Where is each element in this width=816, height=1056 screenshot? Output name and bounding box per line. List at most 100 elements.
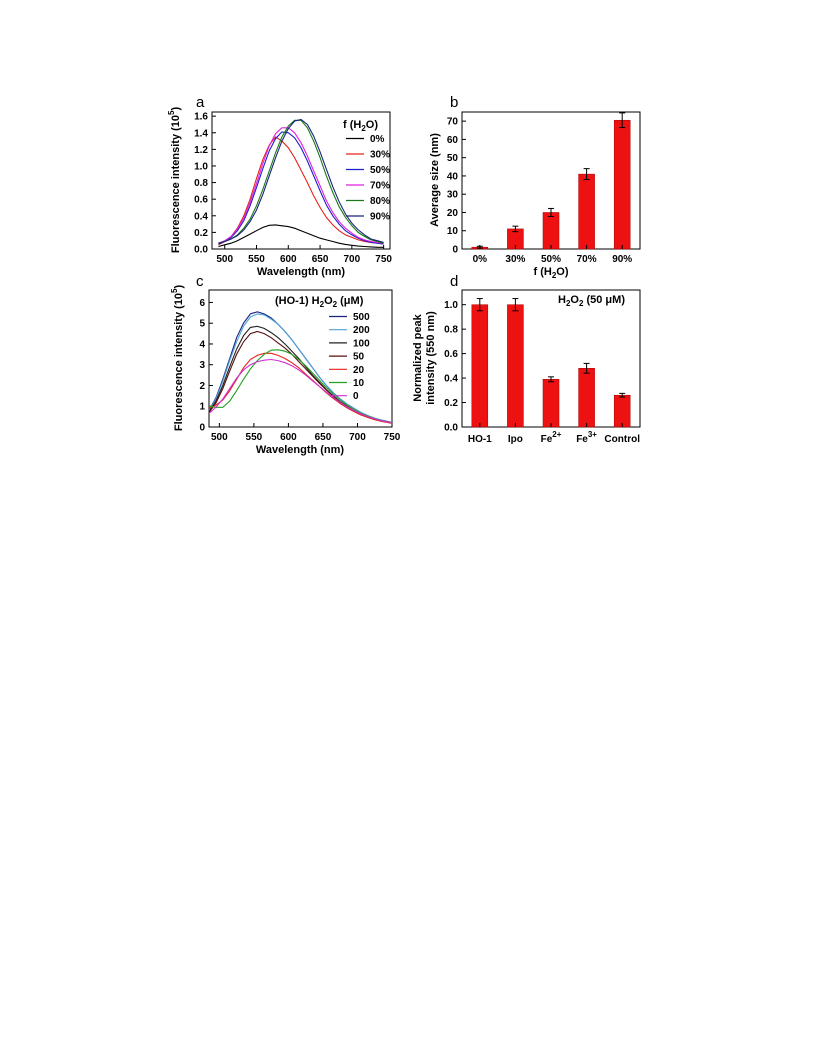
- panel-b: b 0 10 20 30 40 50 60 70 0% 30% 50% 70% 90% f (H2O)…: [429, 94, 641, 280]
- bar-d: [507, 304, 524, 428]
- x-tick-label-d: HO-1: [468, 434, 492, 445]
- x-tick-label-a: 550: [248, 254, 265, 265]
- x-tick-label-c: 600: [280, 432, 297, 443]
- y-tick-label-a: 0.2: [194, 228, 208, 239]
- x-axis-a: 500 550 600 650 700 750: [216, 245, 392, 265]
- x-tick-label-b: 90%: [612, 254, 632, 265]
- legend-label-c: 200: [353, 325, 370, 336]
- x-tick-label-d: Control: [604, 434, 640, 445]
- y-tick-label-b: 20: [447, 208, 459, 219]
- x-tick-label-c: 750: [384, 432, 401, 443]
- x-tick-label-a: 500: [216, 254, 233, 265]
- y-axis-c: 0 1 2 3 4 5 6: [199, 298, 213, 434]
- x-axis-c: 500 550 600 650 700 750: [211, 423, 401, 443]
- x-axis-label-c: Wavelength (nm): [256, 444, 345, 456]
- annotation-d: H2O2 (50 μM): [558, 294, 625, 308]
- x-tick-label-a: 750: [375, 254, 392, 265]
- legend-label-a: 30%: [370, 150, 390, 161]
- legend-label-c: 10: [353, 378, 365, 389]
- y-axis-label-b: Average size (nm): [429, 133, 441, 227]
- y-tick-label-a: 0.0: [194, 245, 208, 256]
- y-tick-label-b: 30: [447, 190, 459, 201]
- bars-b: 0% 30% 50% 70% 90%: [471, 112, 632, 265]
- series-line-a-90pct: [218, 118, 384, 244]
- plot-frame-a: [211, 111, 391, 250]
- legend-title-c: (HO-1) H2O2 (μM): [275, 295, 364, 309]
- panel-label-b: b: [450, 94, 458, 111]
- y-tick-label-b: 0: [452, 245, 458, 256]
- y-tick-label-c: 1: [199, 402, 205, 413]
- x-tick-label-c: 650: [315, 432, 332, 443]
- series-line-a-80pct: [218, 119, 384, 244]
- y-tick-label-a: 0.4: [194, 211, 208, 222]
- y-tick-label-b: 60: [447, 135, 459, 146]
- bars-d: HO-1 Ipo Fe2+ Fe3+ Control: [468, 298, 640, 445]
- y-tick-label-a: 0.6: [194, 195, 208, 206]
- y-axis-label-c: Fluorescence intensity (105): [170, 285, 185, 432]
- y-tick-label-a: 1.2: [194, 145, 208, 156]
- series-line-a-30pct: [218, 136, 384, 246]
- bar-d: [578, 368, 595, 428]
- bar-b: [542, 212, 560, 250]
- x-tick-label-b: 50%: [541, 254, 561, 265]
- panel-label-a: a: [196, 94, 205, 111]
- y-tick-label-a: 1.6: [194, 112, 208, 123]
- series-lines-a: [218, 118, 384, 248]
- series-line-a-70pct: [218, 127, 384, 244]
- y-tick-label-b: 10: [447, 226, 459, 237]
- y-axis-label-a-sup: 5: [167, 110, 176, 115]
- bar-d: [542, 379, 560, 428]
- y-axis-b: 0 10 20 30 40 50 60 70: [447, 117, 466, 256]
- series-line-a-0pct: [218, 224, 384, 248]
- y-tick-label-c: 2: [199, 381, 205, 392]
- y-axis-d: 0.0 0.2 0.4 0.6 0.8 1.0: [444, 300, 466, 434]
- panel-d: d 0.0 0.2 0.4 0.6 0.8 1.0 HO-1 Ipo Fe2+ Fe3+ Cont…: [412, 273, 641, 445]
- x-tick-label-a: 700: [344, 254, 361, 265]
- x-tick-label-c: 700: [349, 432, 366, 443]
- y-tick-label-b: 50: [447, 153, 459, 164]
- series-line-a-50pct: [218, 131, 384, 245]
- legend-label-c: 100: [353, 338, 370, 349]
- legend-label-c: 500: [353, 312, 370, 323]
- x-tick-label-b: 70%: [577, 254, 597, 265]
- x-tick-label-d: Fe2+: [541, 430, 562, 445]
- y-tick-label-d: 0.6: [444, 349, 458, 360]
- y-tick-label-c: 4: [199, 339, 205, 350]
- y-tick-label-c: 6: [199, 298, 205, 309]
- series-line-c-200: [208, 313, 393, 423]
- x-tick-label-a: 650: [312, 254, 329, 265]
- y-tick-label-a: 0.8: [194, 178, 208, 189]
- legend-a: 0% 30% 50% 70% 80% 90%: [346, 134, 390, 223]
- y-tick-label-a: 1.4: [194, 128, 208, 139]
- x-tick-label-c: 500: [211, 432, 228, 443]
- x-tick-label-a: 600: [280, 254, 297, 265]
- y-axis-label-d-line1: Normalized peak: [412, 313, 424, 401]
- plot-frame-c: [208, 289, 393, 428]
- y-tick-label-c: 3: [199, 360, 205, 371]
- y-axis-label-a-main: Fluorescence intensity (10: [170, 115, 182, 253]
- legend-label-a: 80%: [370, 196, 390, 207]
- y-tick-label-d: 0.4: [444, 374, 458, 385]
- y-axis-label-a-close: ): [170, 107, 182, 111]
- panel-label-d: d: [450, 273, 458, 290]
- series-line-c-10: [208, 349, 393, 424]
- bar-d: [471, 304, 489, 428]
- x-tick-label-d: Ipo: [508, 434, 523, 445]
- x-tick-label-c: 550: [246, 432, 263, 443]
- y-tick-label-b: 70: [447, 117, 459, 128]
- y-axis-label-a: Fluorescence intensity (105): [167, 107, 182, 254]
- y-tick-label-a: 1.0: [194, 161, 208, 172]
- y-tick-label-c: 0: [199, 423, 205, 434]
- y-tick-label-b: 40: [447, 171, 459, 182]
- legend-label-c: 20: [353, 365, 365, 376]
- y-tick-label-d: 0.0: [444, 423, 458, 434]
- x-tick-label-d: Fe3+: [576, 430, 597, 445]
- bar-b: [578, 173, 595, 250]
- legend-label-a: 0%: [370, 134, 385, 145]
- y-axis-label-d-line2: intensity (550 nm): [425, 311, 437, 405]
- y-tick-label-d: 1.0: [444, 300, 458, 311]
- y-tick-label-d: 0.8: [444, 325, 458, 336]
